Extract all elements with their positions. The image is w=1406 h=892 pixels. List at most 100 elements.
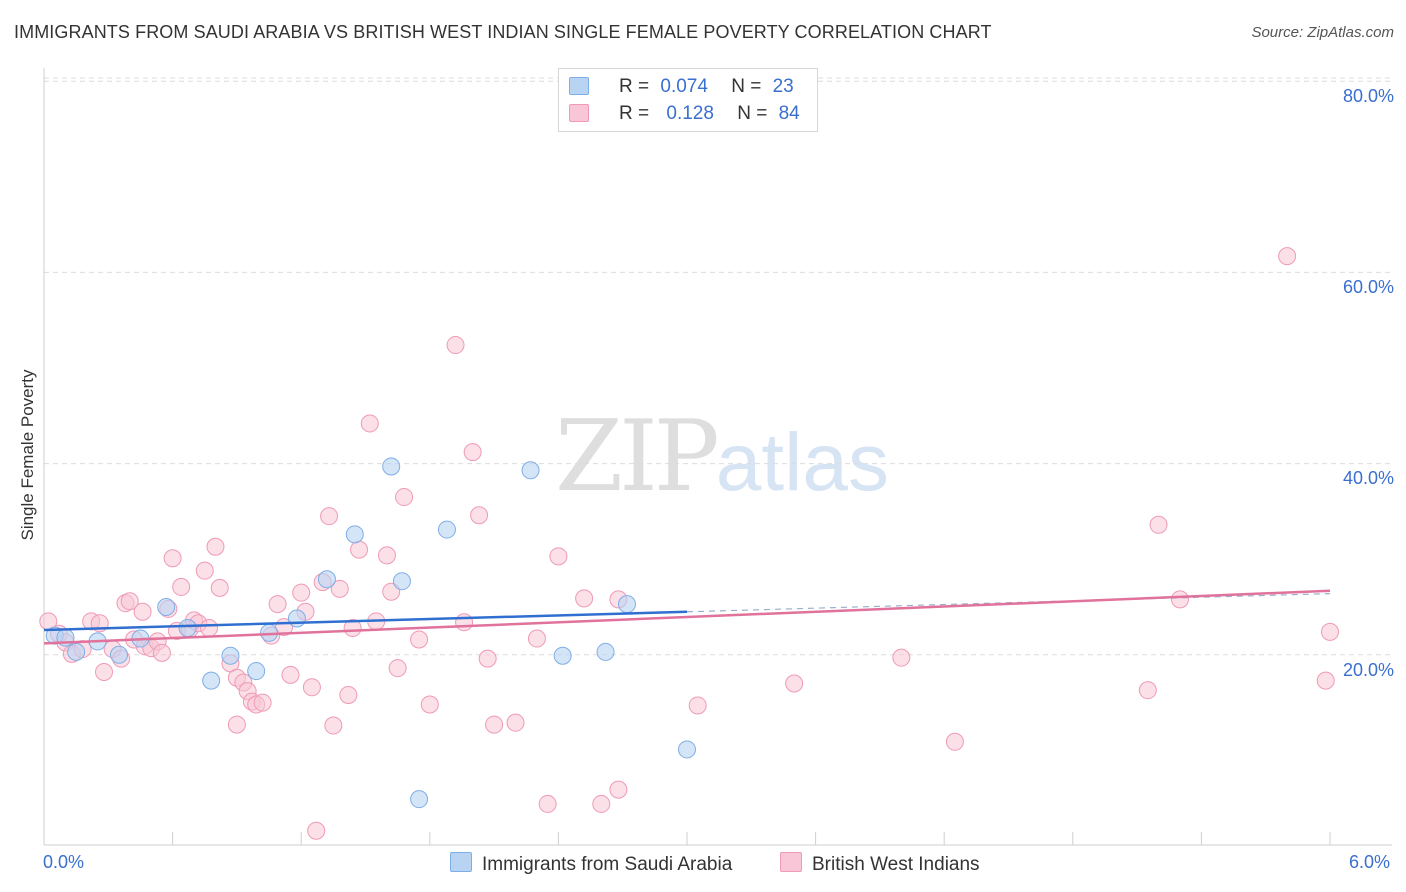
point-british-west-indians bbox=[945, 732, 964, 751]
y-tick-label-20: 20.0% bbox=[1342, 660, 1394, 680]
point-british-west-indians bbox=[120, 592, 139, 611]
point-british-west-indians bbox=[527, 629, 546, 648]
point-immigrants-saudi-arabia bbox=[410, 790, 429, 809]
source-label: Source: ZipAtlas.com bbox=[1251, 24, 1394, 41]
point-immigrants-saudi-arabia bbox=[110, 645, 129, 664]
point-immigrants-saudi-arabia bbox=[287, 609, 306, 628]
point-british-west-indians bbox=[343, 619, 362, 638]
point-immigrants-saudi-arabia bbox=[382, 457, 401, 476]
grid bbox=[44, 77, 1392, 656]
legend-item-saudi[interactable]: Immigrants from Saudi Arabia bbox=[450, 852, 732, 876]
x-tick-label-min: 0.0% bbox=[43, 852, 85, 872]
point-british-west-indians bbox=[592, 794, 611, 813]
point-immigrants-saudi-arabia bbox=[678, 740, 696, 759]
legend-item-bwi[interactable]: British West Indians bbox=[780, 852, 980, 876]
trend-line-saudi bbox=[43, 610, 688, 632]
stats-row-saudi: R = 0.074 N = 23 bbox=[619, 76, 794, 98]
point-british-west-indians bbox=[95, 663, 114, 682]
point-british-west-indians bbox=[195, 561, 214, 580]
point-british-west-indians bbox=[302, 678, 321, 697]
point-british-west-indians bbox=[395, 488, 414, 507]
stats-row-bwi: R = 0.128 N = 84 bbox=[619, 103, 800, 125]
point-british-west-indians bbox=[485, 715, 504, 734]
point-british-west-indians bbox=[320, 507, 339, 526]
point-british-west-indians bbox=[506, 713, 525, 732]
point-british-west-indians bbox=[206, 537, 225, 556]
point-immigrants-saudi-arabia bbox=[178, 619, 197, 638]
point-british-west-indians bbox=[575, 589, 594, 608]
stats-r-label: R = bbox=[619, 103, 650, 124]
y-tick-label-80: 80.0% bbox=[1342, 86, 1394, 106]
y-tick-label-40: 40.0% bbox=[1342, 468, 1394, 488]
stats-n-value: 23 bbox=[772, 76, 794, 97]
axes bbox=[43, 68, 1392, 846]
point-immigrants-saudi-arabia bbox=[157, 598, 176, 616]
point-british-west-indians bbox=[446, 336, 465, 355]
watermark-atlas: atlas bbox=[715, 417, 889, 508]
data-points bbox=[39, 247, 1339, 840]
point-british-west-indians bbox=[549, 547, 568, 566]
point-immigrants-saudi-arabia bbox=[221, 646, 240, 665]
point-immigrants-saudi-arabia bbox=[247, 662, 266, 681]
stats-r-value: 0.074 bbox=[660, 76, 708, 97]
point-immigrants-saudi-arabia bbox=[437, 520, 456, 539]
legend-swatch-saudi bbox=[450, 852, 472, 872]
point-british-west-indians bbox=[1278, 247, 1297, 266]
point-british-west-indians bbox=[420, 695, 439, 714]
point-british-west-indians bbox=[410, 630, 429, 649]
point-british-west-indians bbox=[163, 549, 182, 568]
stats-r-value: 0.128 bbox=[666, 103, 714, 124]
point-immigrants-saudi-arabia bbox=[596, 642, 615, 661]
stats-swatch-saudi bbox=[569, 77, 589, 95]
point-british-west-indians bbox=[1170, 590, 1189, 609]
point-british-west-indians bbox=[307, 821, 326, 840]
legend-label-saudi: Immigrants from Saudi Arabia bbox=[482, 854, 733, 875]
watermark-zip: ZIP bbox=[555, 400, 720, 514]
y-tick-label-60: 60.0% bbox=[1342, 277, 1394, 297]
x-tick-label-max: 6.0% bbox=[1349, 852, 1391, 872]
point-british-west-indians bbox=[1138, 681, 1157, 700]
point-british-west-indians bbox=[1316, 671, 1335, 690]
point-british-west-indians bbox=[268, 595, 287, 614]
y-axis-label: Single Female Poverty bbox=[18, 369, 37, 541]
point-british-west-indians bbox=[1149, 515, 1168, 534]
point-british-west-indians bbox=[463, 443, 482, 462]
point-british-west-indians bbox=[339, 685, 358, 704]
point-immigrants-saudi-arabia bbox=[617, 595, 636, 614]
point-british-west-indians bbox=[388, 659, 407, 678]
point-british-west-indians bbox=[538, 794, 557, 813]
stats-n-value: 84 bbox=[778, 103, 800, 124]
trend-lines bbox=[43, 589, 1331, 645]
point-british-west-indians bbox=[330, 579, 349, 598]
point-immigrants-saudi-arabia bbox=[553, 646, 572, 665]
point-british-west-indians bbox=[892, 648, 911, 667]
point-british-west-indians bbox=[785, 674, 804, 693]
point-british-west-indians bbox=[292, 583, 311, 602]
point-british-west-indians bbox=[1321, 622, 1339, 641]
point-british-west-indians bbox=[688, 696, 707, 715]
point-british-west-indians bbox=[172, 577, 191, 596]
stats-swatch-bwi bbox=[569, 104, 589, 122]
point-british-west-indians bbox=[360, 414, 379, 433]
point-british-west-indians bbox=[478, 649, 497, 668]
point-british-west-indians bbox=[377, 546, 396, 565]
point-immigrants-saudi-arabia bbox=[392, 572, 411, 591]
chart-title: IMMIGRANTS FROM SAUDI ARABIA VS BRITISH … bbox=[14, 22, 992, 42]
point-british-west-indians bbox=[253, 693, 272, 712]
stats-n-label: N = bbox=[731, 76, 762, 97]
point-british-west-indians bbox=[152, 643, 171, 662]
point-british-west-indians bbox=[133, 602, 152, 621]
point-british-west-indians bbox=[281, 665, 300, 684]
point-british-west-indians bbox=[470, 506, 489, 525]
point-british-west-indians bbox=[350, 540, 369, 559]
point-british-west-indians bbox=[200, 619, 219, 638]
point-british-west-indians bbox=[609, 780, 628, 799]
legend-swatch-bwi bbox=[780, 852, 802, 872]
point-immigrants-saudi-arabia bbox=[345, 525, 364, 544]
legend-label-bwi: British West Indians bbox=[812, 854, 980, 875]
point-british-west-indians bbox=[227, 715, 246, 734]
stats-n-label: N = bbox=[737, 103, 768, 124]
point-british-west-indians bbox=[455, 613, 474, 632]
stats-box: R = 0.074 N = 23 R = 0.128 N = 84 bbox=[558, 68, 818, 132]
trend-line-bwi bbox=[43, 589, 1331, 645]
